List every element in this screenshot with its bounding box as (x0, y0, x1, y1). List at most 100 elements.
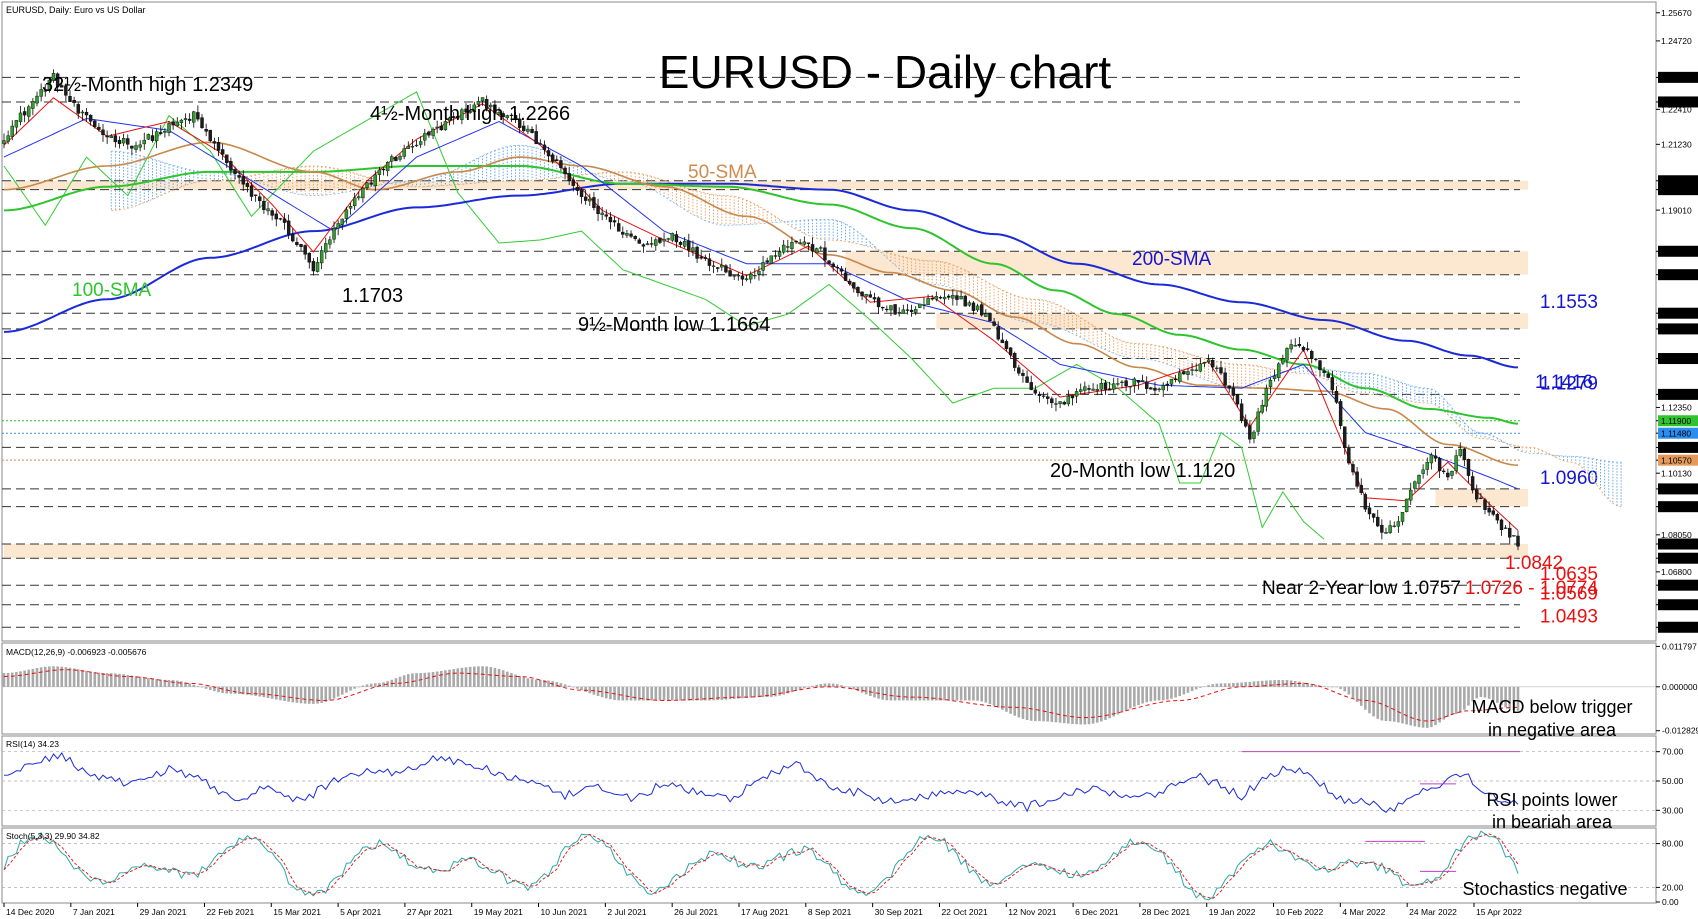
candle-body-350 (1446, 472, 1450, 478)
candle-body-283 (1169, 378, 1174, 385)
level-label-6: 1.1553 (1540, 292, 1598, 313)
candle-90 (373, 170, 377, 192)
candle-16 (68, 90, 72, 103)
candle-106 (439, 121, 443, 131)
macd-bar-182 (753, 686, 757, 698)
candle-body-361 (1491, 510, 1495, 515)
candle-173 (715, 267, 720, 273)
candle-265 (1095, 384, 1099, 396)
macd-bar-156 (646, 686, 649, 701)
macd-bar-187 (774, 686, 777, 697)
macd-bar-304 (1256, 681, 1260, 687)
macd-bar-164 (679, 686, 682, 701)
candle-359 (1483, 497, 1487, 515)
candle-80 (332, 221, 336, 244)
candle-13 (55, 72, 60, 93)
candle-218 (901, 304, 906, 314)
candle-body-61 (253, 194, 258, 196)
macd-bar-221 (914, 686, 918, 701)
price-tag-14 (1658, 388, 1698, 400)
candle-body-313 (1293, 345, 1297, 347)
candle-body-206 (852, 282, 856, 289)
macd-bar-206 (852, 686, 856, 690)
candle-body-160 (662, 238, 666, 242)
candle-body-145 (600, 212, 604, 215)
candle-body-38 (159, 132, 163, 134)
candle-178 (736, 272, 741, 281)
candle-315 (1301, 345, 1306, 352)
candle-body-264 (1091, 388, 1095, 391)
price-tag-28 (1658, 599, 1698, 611)
macd-bar-31 (130, 675, 134, 687)
candle-132 (546, 146, 551, 163)
macd-bar-204 (844, 686, 847, 687)
candle-body-256 (1058, 401, 1062, 405)
macd-bar-218 (902, 686, 905, 701)
candle-140 (579, 187, 584, 204)
macd-bar-5 (23, 670, 26, 687)
macd-bar-327 (1351, 686, 1355, 699)
candle-36 (150, 129, 155, 143)
candle-body-10 (43, 90, 47, 92)
macd-bar-55 (229, 686, 233, 694)
candle-205 (847, 278, 852, 286)
candle-214 (885, 305, 889, 313)
candle-322 (1330, 370, 1335, 395)
macd-bar-30 (126, 674, 130, 687)
macd-bar-324 (1339, 686, 1342, 689)
candle-83 (344, 206, 349, 224)
macd-bar-186 (770, 686, 773, 697)
candle-body-119 (493, 104, 497, 114)
macd-tick-label-2: -0.012829 (1662, 726, 1698, 736)
macd-bar-168 (695, 686, 699, 701)
candle-body-254 (1050, 398, 1054, 404)
candle-338 (1396, 515, 1401, 533)
macd-bar-266 (1100, 686, 1103, 722)
macd-bar-184 (761, 686, 765, 698)
candle-body-175 (724, 265, 728, 273)
candle-body-211 (872, 297, 877, 300)
macd-bar-258 (1067, 686, 1070, 724)
candle-body-289 (1194, 369, 1198, 371)
macd-bar-175 (724, 686, 728, 700)
candle-43 (179, 118, 184, 130)
macd-bar-241 (996, 686, 1000, 708)
macd-bar-230 (951, 686, 955, 701)
candle-body-132 (546, 150, 551, 157)
macd-bar-38 (159, 679, 163, 687)
candle-146 (604, 209, 608, 220)
candle-226 (934, 291, 939, 302)
macd-bar-225 (930, 686, 934, 701)
rsi-tick-label-2: 30.00 (1662, 805, 1684, 815)
candle-body-286 (1182, 371, 1186, 375)
annotation-1-1703-low: 1.1703 (342, 285, 403, 307)
candle-23 (97, 122, 101, 132)
candle-body-204 (843, 272, 848, 281)
candle-44 (183, 113, 188, 128)
candle-body-339 (1400, 512, 1405, 522)
candle-body-260 (1074, 391, 1079, 397)
macd-bar-91 (378, 683, 381, 687)
candle-body-146 (604, 214, 608, 217)
candle-body-226 (934, 296, 939, 300)
candle-69 (286, 214, 291, 240)
date-tick-label-5: 5 Apr 2021 (340, 907, 381, 917)
candle-body-47 (196, 112, 200, 120)
price-tag-17 (1658, 427, 1698, 439)
candle-body-297 (1227, 385, 1231, 389)
candle-body-337 (1392, 525, 1396, 527)
candle-330 (1363, 492, 1368, 513)
candle-body-117 (484, 99, 489, 109)
candle-363 (1499, 518, 1504, 536)
candle-body-182 (753, 275, 757, 277)
candle-81 (336, 220, 340, 236)
macd-bar-308 (1273, 680, 1276, 687)
candle-103 (427, 130, 431, 138)
candle-body-39 (163, 131, 167, 133)
candle-body-338 (1396, 521, 1401, 527)
candle-body-267 (1103, 382, 1108, 390)
candle-body-300 (1239, 403, 1244, 421)
candle-body-133 (550, 154, 555, 162)
candle-345 (1425, 457, 1429, 476)
